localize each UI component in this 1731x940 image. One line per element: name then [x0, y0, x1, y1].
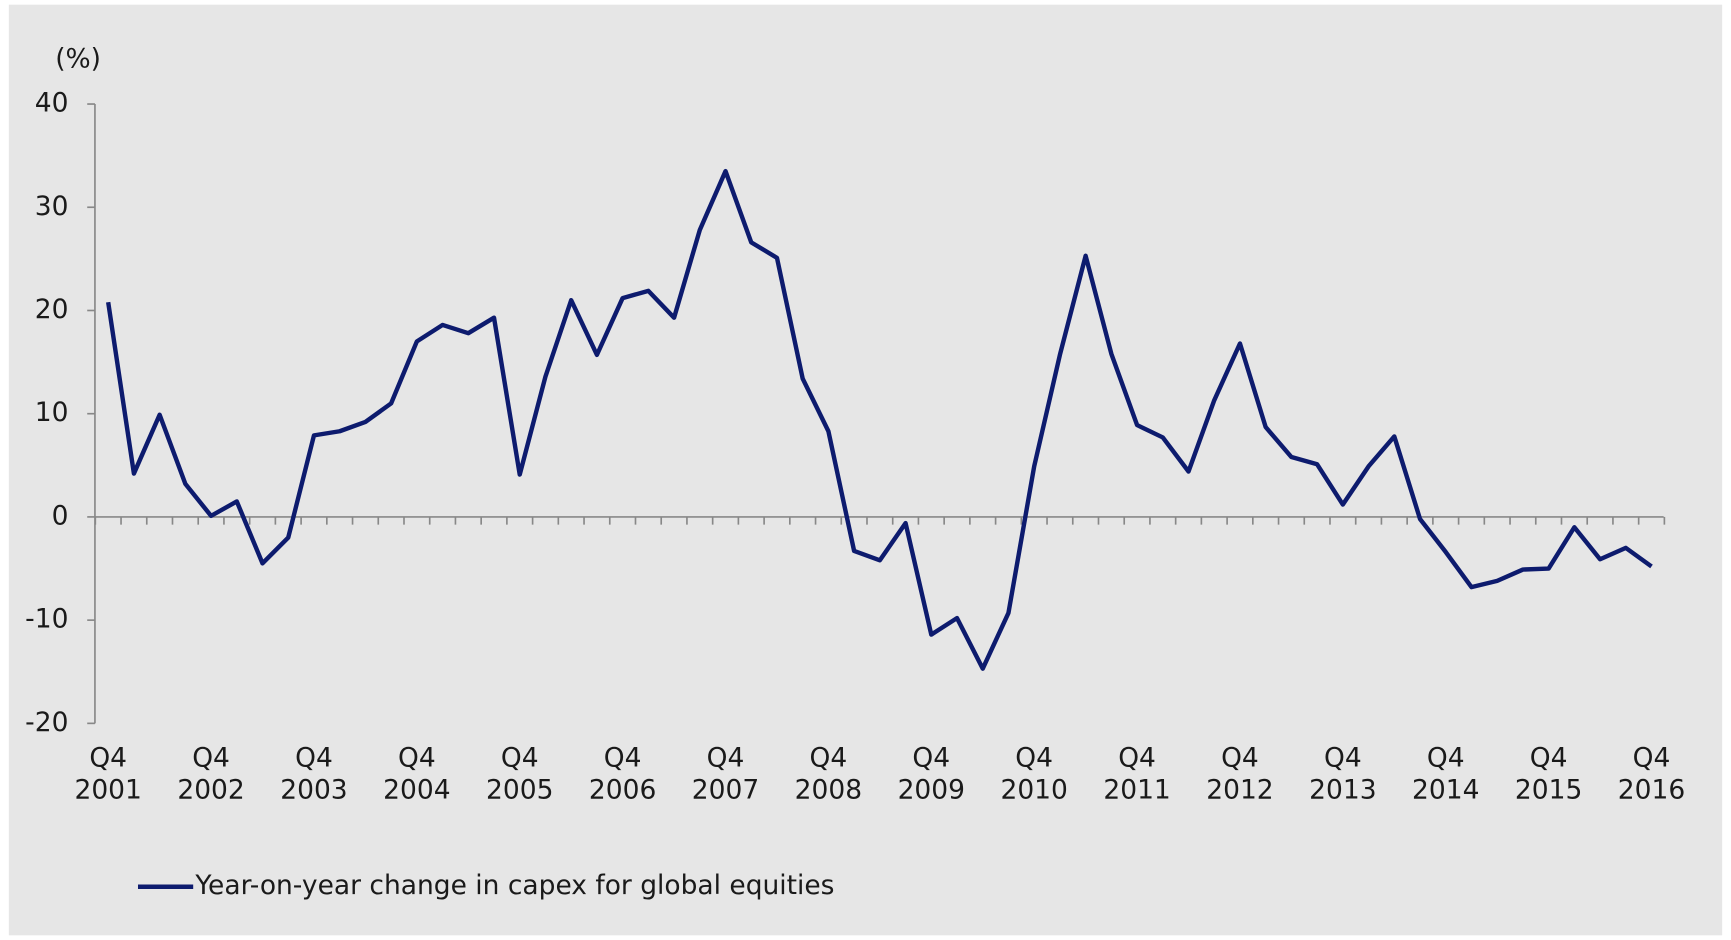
data-line — [106, 168, 1653, 671]
y-tick-label: 40 — [35, 88, 69, 119]
x-tick-label-box: Q4 2016 — [1617, 742, 1686, 806]
y-tick-label: 0 — [52, 500, 69, 531]
x-tick-label: Q4 2015 — [1514, 742, 1583, 806]
x-tick-label-box: Q4 2008 — [794, 742, 863, 806]
x-tick-label-box: Q4 2004 — [383, 742, 451, 806]
x-tick-label-box: Q4 2013 — [1309, 742, 1377, 806]
x-tick-label: Q4 2005 — [486, 742, 554, 806]
x-tick-label-box: Q4 2014 — [1412, 742, 1480, 806]
x-tick-label: Q4 2001 — [74, 742, 142, 806]
x-tick-label-box: Q4 2006 — [588, 742, 657, 806]
y-tick-label: 30 — [35, 191, 69, 222]
y-tick-label: -10 — [25, 604, 68, 635]
legend-label: Year-on-year change in capex for global … — [194, 870, 834, 901]
chart-background — [8, 4, 1723, 936]
y-axis-unit: (%) — [55, 43, 101, 74]
y-tick-label: -20 — [25, 707, 68, 738]
x-tick-label: Q4 2003 — [280, 742, 348, 806]
x-tick-label: Q4 2010 — [1000, 742, 1068, 806]
x-tick-label: Q4 2006 — [588, 742, 657, 806]
x-tick-label: Q4 2014 — [1412, 742, 1480, 806]
x-tick-label-box: Q4 2012 — [1206, 742, 1274, 806]
x-tick-label-box: Q4 2005 — [486, 742, 554, 806]
x-tick-label: Q4 2009 — [897, 742, 965, 806]
x-tick-label: Q4 2013 — [1309, 742, 1377, 806]
x-tick-label-box: Q4 2015 — [1514, 742, 1583, 806]
x-tick-label: Q4 2016 — [1617, 742, 1686, 806]
x-tick-label-box: Q4 2002 — [177, 742, 245, 806]
x-tick-label: Q4 2008 — [794, 742, 863, 806]
x-tick-label: Q4 2004 — [383, 742, 451, 806]
y-tick-label: 20 — [35, 294, 69, 325]
y-tick-label: 10 — [35, 397, 69, 428]
x-tick-label: Q4 2007 — [691, 742, 760, 806]
x-tick-label: Q4 2012 — [1206, 742, 1274, 806]
x-tick-label-box: Q4 2010 — [1000, 742, 1068, 806]
x-tick-label-box: Q4 2011 — [1103, 742, 1171, 806]
x-tick-label-box: Q4 2007 — [691, 742, 760, 806]
x-tick-label: Q4 2002 — [177, 742, 245, 806]
x-tick-label-box: Q4 2009 — [897, 742, 965, 806]
x-tick-label: Q4 2011 — [1103, 742, 1171, 806]
x-tick-label-box: Q4 2003 — [280, 742, 348, 806]
x-tick-label-box: Q4 2001 — [74, 742, 142, 806]
